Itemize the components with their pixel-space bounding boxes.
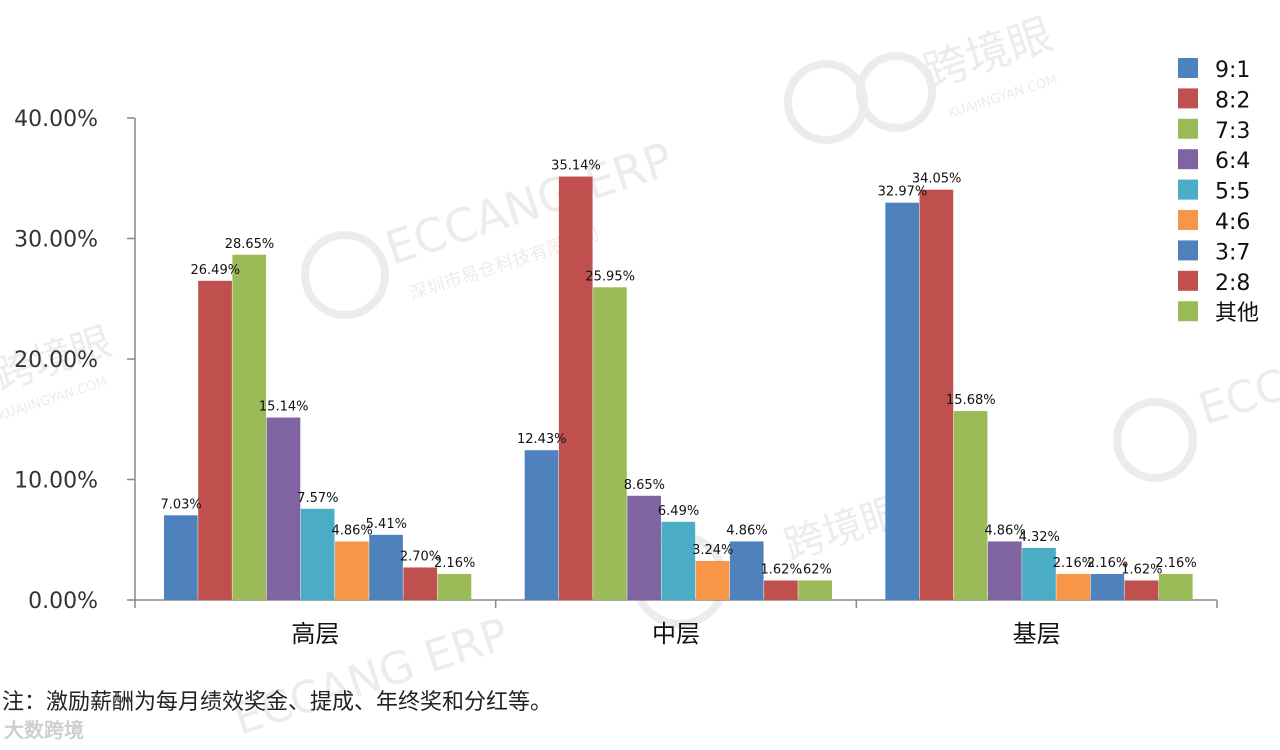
legend-label: 其他 <box>1215 301 1259 326</box>
data-label: 4.86% <box>984 523 1025 538</box>
bar <box>1124 580 1159 600</box>
data-label: 28.65% <box>225 237 275 252</box>
data-label: 26.49% <box>191 263 241 278</box>
data-label: 12.43% <box>517 432 567 447</box>
data-label: 2.16% <box>1053 556 1094 571</box>
y-tick-label: 40.00% <box>14 107 98 132</box>
data-label: 4.86% <box>331 523 372 538</box>
bar <box>403 567 438 600</box>
bar <box>300 508 335 600</box>
bar <box>1090 573 1125 600</box>
y-tick-label: 20.00% <box>14 348 98 373</box>
legend-swatch <box>1178 210 1198 230</box>
bar <box>885 202 920 601</box>
legend-label: 2:8 <box>1215 271 1250 296</box>
bars <box>164 176 1193 601</box>
data-label: 15.14% <box>259 400 309 415</box>
bar <box>369 534 403 600</box>
data-label: 1.62% <box>1121 562 1162 577</box>
data-label: 32.97% <box>878 185 928 200</box>
bar <box>953 411 988 600</box>
data-label: 4.86% <box>726 523 767 538</box>
watermark-logo-ring <box>856 52 936 132</box>
data-label: 2.16% <box>434 556 475 571</box>
legend-label: 8:2 <box>1215 88 1250 113</box>
bar <box>335 541 369 600</box>
watermark-logo-ring <box>301 231 389 319</box>
bar <box>266 417 301 600</box>
bar <box>987 541 1022 600</box>
bar <box>593 287 627 600</box>
legend-swatch <box>1178 149 1198 170</box>
legend-label: 4:6 <box>1215 210 1250 235</box>
y-tick-label: 10.00% <box>14 469 98 494</box>
legend-swatch <box>1178 301 1198 322</box>
bar <box>764 580 798 600</box>
watermark-logo-ring <box>784 60 868 144</box>
data-label: 35.14% <box>551 159 601 174</box>
data-label: .62% <box>799 562 832 577</box>
bar <box>558 176 593 601</box>
footnote: 注：激励薪酬为每月绩效奖金、提成、年终奖和分红等。 <box>2 690 553 715</box>
legend-label: 9:1 <box>1215 58 1250 83</box>
x-category-label: 高层 <box>291 620 339 648</box>
bar <box>164 515 198 600</box>
x-category-label: 中层 <box>652 620 700 648</box>
legend-swatch <box>1178 179 1198 200</box>
bar <box>232 254 267 600</box>
watermark-logo-ring <box>1113 398 1197 482</box>
bar <box>798 580 832 600</box>
data-label: 4.32% <box>1019 530 1060 545</box>
legend: 9:1 8:2 7:3 6:4 5:5 4:6 3:7 2:8 其他 <box>1178 58 1259 326</box>
axes: 0.00% 10.00% 20.00% 30.00% 40.00% 高层 中层 基层 <box>14 107 1218 648</box>
data-label: 25.95% <box>585 269 635 284</box>
bar <box>919 189 954 600</box>
bar <box>1056 573 1091 600</box>
legend-swatch <box>1178 88 1198 109</box>
data-label: 2.70% <box>400 549 441 564</box>
watermark-layer: 跨境眼 KUAJINGYAN.COM ECCANG ERP 深圳市易仓科技有限公… <box>0 9 1280 745</box>
bar <box>198 280 232 600</box>
data-labels: 7.03%26.49%28.65%15.14%7.57%4.86%5.41%2.… <box>160 159 1196 578</box>
legend-label: 7:3 <box>1215 119 1250 144</box>
legend-label: 6:4 <box>1215 149 1250 174</box>
bar <box>524 450 559 600</box>
legend-swatch <box>1178 58 1198 78</box>
data-label: 6.49% <box>658 504 699 519</box>
data-label: 5.41% <box>366 517 407 532</box>
brand-watermark: 大数跨境 <box>4 718 84 742</box>
data-label: 2.16% <box>1155 556 1196 571</box>
bar <box>437 573 472 600</box>
legend-label: 3:7 <box>1215 240 1250 265</box>
y-tick-label: 30.00% <box>14 228 98 253</box>
x-category-label: 基层 <box>1013 620 1061 648</box>
bar <box>1022 547 1056 600</box>
data-label: 7.03% <box>160 497 201 512</box>
data-label: 15.68% <box>946 393 996 408</box>
data-label: 8.65% <box>624 478 665 493</box>
legend-label: 5:5 <box>1215 180 1250 205</box>
data-label: 7.57% <box>297 491 338 506</box>
y-tick-label: 0.00% <box>28 589 98 614</box>
bar <box>661 521 696 600</box>
data-label: 2.16% <box>1087 556 1128 571</box>
data-label: 3.24% <box>692 543 733 558</box>
watermark-text: ECCANG ERP <box>228 609 515 746</box>
bar <box>627 495 661 600</box>
bar <box>729 541 764 600</box>
data-label: 34.05% <box>912 172 962 187</box>
bar <box>695 560 730 600</box>
data-label: 1.62% <box>761 562 802 577</box>
legend-swatch <box>1178 270 1198 291</box>
legend-swatch <box>1178 118 1198 139</box>
bar <box>1158 573 1193 600</box>
legend-swatch <box>1178 240 1198 261</box>
